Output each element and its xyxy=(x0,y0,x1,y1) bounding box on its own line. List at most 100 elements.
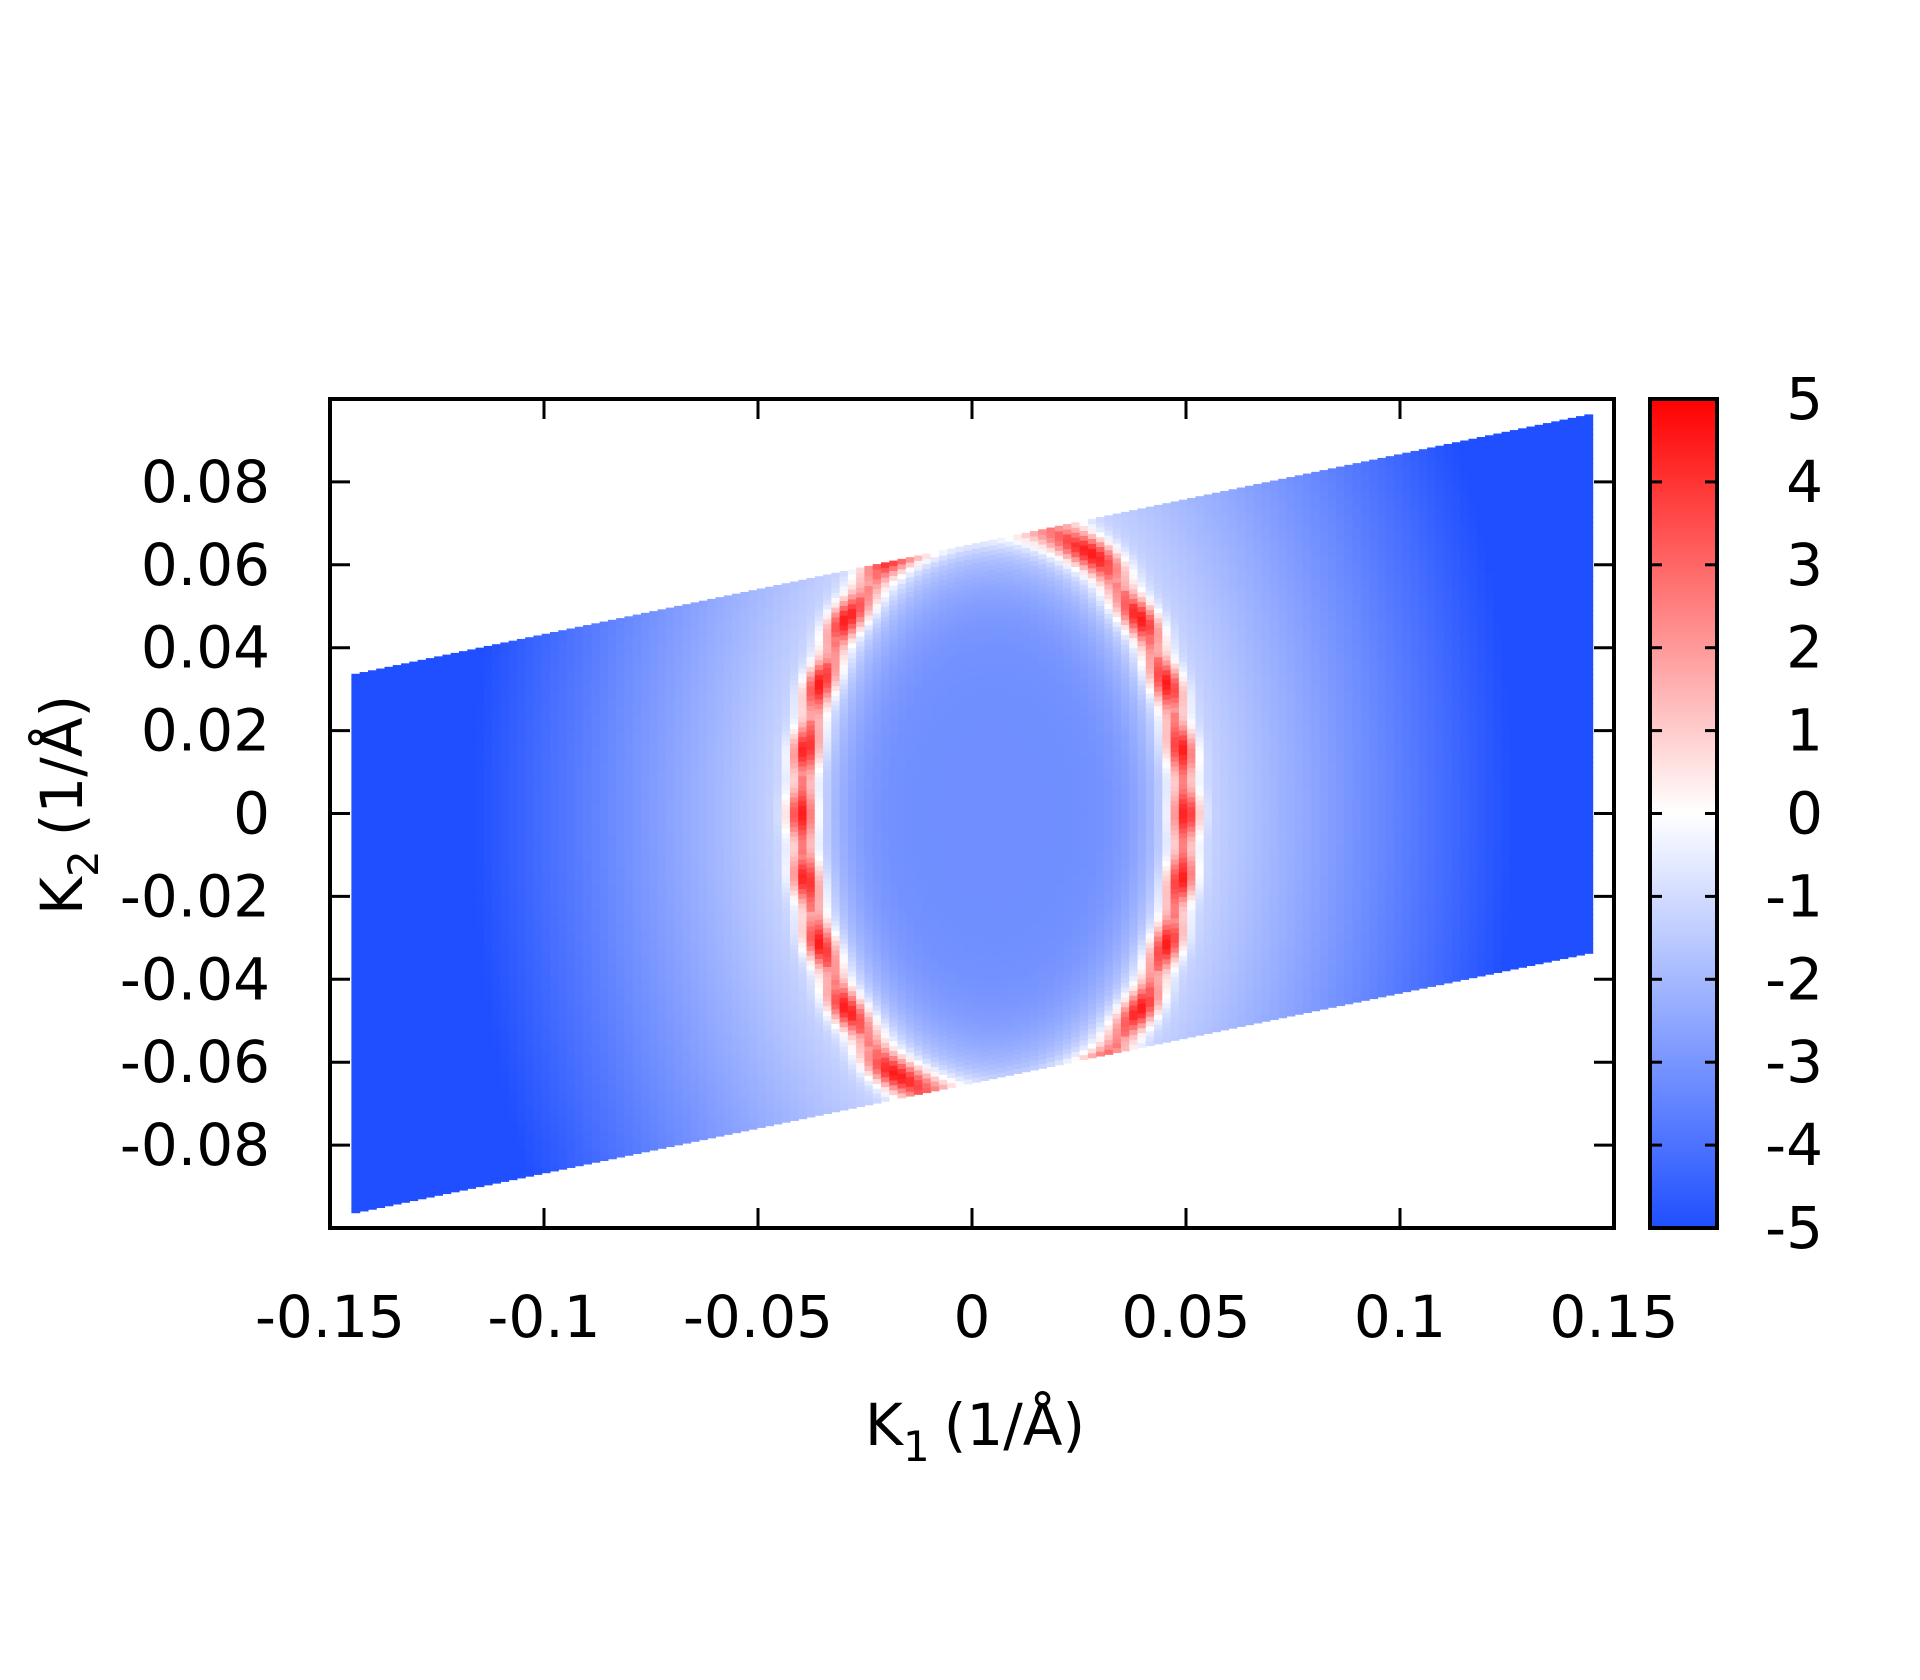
heatmap-cell xyxy=(624,836,634,843)
heatmap-cell xyxy=(574,905,584,912)
heatmap-cell xyxy=(434,1151,444,1157)
heatmap-cell xyxy=(359,789,369,796)
heatmap-cell xyxy=(525,789,535,795)
heatmap-cell xyxy=(616,1054,626,1060)
heatmap-cell xyxy=(500,701,510,707)
heatmap-cell xyxy=(434,715,444,721)
heatmap-cell xyxy=(533,895,543,901)
heatmap-cell xyxy=(607,845,617,851)
heatmap-cell xyxy=(533,826,543,833)
heatmap-cell xyxy=(632,962,642,968)
heatmap-cell xyxy=(467,1065,477,1072)
heatmap-cell xyxy=(674,669,683,676)
heatmap-cell xyxy=(549,960,559,966)
heatmap-cell xyxy=(450,770,460,776)
heatmap-cell xyxy=(500,1004,510,1011)
heatmap-cell xyxy=(458,886,468,892)
heatmap-cell xyxy=(483,709,493,716)
heatmap-cell xyxy=(351,948,361,954)
heatmap-cell xyxy=(583,664,592,670)
heatmap-cell xyxy=(376,737,386,743)
heatmap-cell xyxy=(492,1148,501,1155)
heatmap-cell xyxy=(616,921,626,928)
heatmap-cell xyxy=(549,803,559,809)
heatmap-cell xyxy=(351,1197,361,1204)
heatmap-cell xyxy=(533,767,543,774)
heatmap-cell xyxy=(442,909,452,915)
heatmap-cell xyxy=(359,823,369,830)
heatmap-cell xyxy=(417,919,427,925)
heatmap-cell xyxy=(508,1037,518,1043)
heatmap-cell xyxy=(707,809,717,816)
heatmap-cell xyxy=(616,632,626,639)
heatmap-cell xyxy=(475,1166,485,1173)
heatmap-cell xyxy=(525,1102,535,1109)
heatmap-cell xyxy=(483,665,493,672)
heatmap-cell xyxy=(665,1058,675,1064)
heatmap-cell xyxy=(698,630,708,636)
heatmap-cell xyxy=(376,1168,386,1174)
heatmap-cell xyxy=(682,809,692,816)
heatmap-cell xyxy=(533,655,543,661)
heatmap-cell xyxy=(458,1003,468,1010)
heatmap-cell xyxy=(690,744,700,750)
heatmap-cell xyxy=(698,708,708,714)
heatmap-cell xyxy=(351,1158,361,1165)
heatmap-cell xyxy=(533,1086,543,1092)
heatmap-cell xyxy=(351,855,361,861)
heatmap-cell xyxy=(467,771,477,778)
heatmap-cell xyxy=(665,607,675,614)
heatmap-cell xyxy=(583,943,592,949)
heatmap-cell xyxy=(359,897,369,903)
heatmap-cell xyxy=(583,786,592,793)
heatmap-cell xyxy=(533,860,543,867)
heatmap-cell xyxy=(442,1071,452,1077)
heatmap-cell xyxy=(616,696,626,702)
heatmap-cell xyxy=(632,1055,642,1061)
heatmap-cell xyxy=(682,873,692,880)
heatmap-cell xyxy=(715,690,725,696)
heatmap-cell xyxy=(558,1139,568,1146)
heatmap-cell xyxy=(458,1082,468,1088)
heatmap-cell xyxy=(698,1090,708,1097)
heatmap-cell xyxy=(450,696,460,703)
heatmap-cell xyxy=(417,1139,427,1146)
heatmap-cell xyxy=(624,753,634,759)
heatmap-cell xyxy=(442,688,452,695)
heatmap-cell xyxy=(566,966,576,973)
heatmap-cell xyxy=(508,777,518,784)
heatmap-cell xyxy=(500,696,510,702)
heatmap-cell xyxy=(591,1073,601,1080)
heatmap-cell xyxy=(392,978,402,985)
heatmap-cell xyxy=(541,1094,551,1100)
heatmap-cell xyxy=(682,1103,692,1110)
heatmap-cell xyxy=(541,756,551,762)
heatmap-cell xyxy=(442,845,452,852)
heatmap-cell xyxy=(450,1054,460,1061)
heatmap-cell xyxy=(715,969,725,975)
heatmap-cell xyxy=(425,731,435,738)
heatmap-cell xyxy=(616,779,626,786)
heatmap-cell xyxy=(574,837,584,843)
heatmap-cell xyxy=(674,943,683,950)
heatmap-cell xyxy=(657,1006,667,1012)
heatmap-cell xyxy=(467,874,477,881)
heatmap-cell xyxy=(541,810,551,816)
heatmap-cell xyxy=(384,848,394,854)
heatmap-cell xyxy=(434,1097,444,1103)
heatmap-cell xyxy=(384,691,394,697)
heatmap-cell xyxy=(698,919,708,925)
heatmap-cell xyxy=(558,1154,568,1160)
heatmap-cell xyxy=(698,855,708,861)
heatmap-cell xyxy=(665,627,675,633)
heatmap-cell xyxy=(591,1059,601,1065)
heatmap-cell xyxy=(401,707,410,713)
heatmap-cell xyxy=(698,669,708,675)
heatmap-cell xyxy=(367,949,377,956)
heatmap-cell xyxy=(715,949,725,956)
heatmap-cell xyxy=(475,1019,485,1026)
heatmap-cell xyxy=(707,1083,717,1090)
heatmap-cell xyxy=(425,741,435,747)
heatmap-cell xyxy=(649,875,659,882)
heatmap-cell xyxy=(665,975,675,981)
